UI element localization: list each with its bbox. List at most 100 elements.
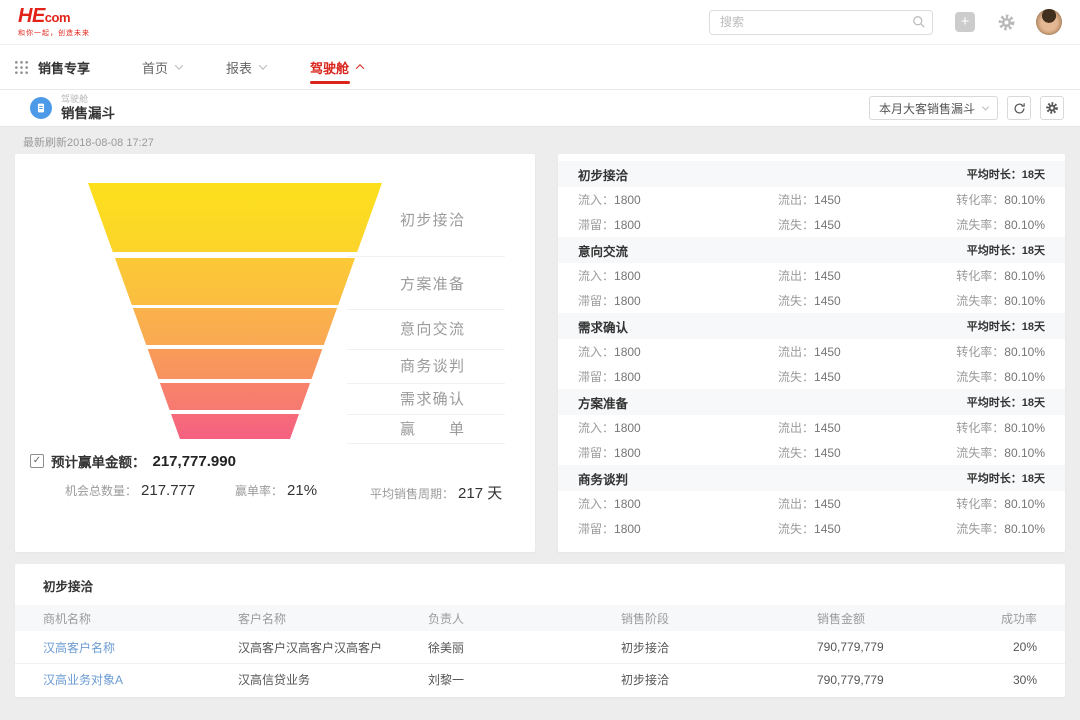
metric-label: 流失率： [956,369,1005,384]
cell-opportunity[interactable]: 汉高客户名称 [43,640,116,655]
estimate-label: 预计赢单金额： [51,455,146,470]
refresh-icon [1014,102,1025,114]
stage-metrics-row: 流入：1800 流出：1450 转化率：80.10% [558,339,1065,364]
cell-stage: 初步接洽 [621,673,670,687]
funnel-card: 初步接洽 方案准备 意向交流 商务谈判 需求确认 赢单 ✓ 预计赢单金额： 217,777… [15,154,535,552]
metric-lost: 流失：1450 [778,520,953,538]
workspace-switcher[interactable]: 销售专享 [14,58,90,77]
column-header: 客户名称 [238,611,287,626]
cell-customer: 汉高客户汉高客户汉高客户 [238,640,383,655]
funnel-stage-label: 初步接洽 [400,211,464,229]
metric-label: 流出： [778,496,815,511]
metric-value: 1800 [614,420,641,435]
metric-retained: 滞留：1800 [578,368,778,386]
column-header: 销售金额 [817,611,866,626]
apps-grid-icon [15,60,28,74]
metric-label: 流出： [778,192,815,207]
refresh-button[interactable] [1007,96,1031,120]
logo-tagline: 和你一起，创造未来 [18,29,90,37]
metric-conversion: 转化率：80.10% [953,191,1045,209]
stat-value: 217.777 [141,482,196,499]
stage-header: 初步接洽 平均时长：18天 [558,161,1065,187]
metric-value: 80.10% [1004,344,1045,359]
metric-outflow: 流出：1450 [778,343,953,361]
funnel-segment-2[interactable] [132,308,338,345]
metric-inflow: 流入：1800 [578,495,778,513]
checkbox-checked-icon[interactable]: ✓ [30,454,44,468]
metric-label: 流失： [778,445,815,460]
stage-metrics-card: 初步接洽 平均时长：18天 流入：1800 流出：1450 转化率：80.10% 滞留：1… [558,154,1065,552]
metric-outflow: 流出：1450 [778,191,953,209]
metric-conversion: 转化率：80.10% [953,419,1045,437]
search-input[interactable] [709,9,933,35]
stat-label: 机会总数量： [65,484,138,498]
metric-label: 流入： [578,268,615,283]
stat-value: 217 天 [458,485,503,502]
nav-item-home[interactable]: 首页 [142,45,184,90]
metric-label: 滞留： [578,521,615,536]
funnel-stat: 平均销售周期： 217 天 [370,482,502,503]
metric-lost: 流失：1450 [778,292,953,310]
metric-value: 1450 [814,192,841,207]
column-header: 商机名称 [43,611,92,626]
stage-metrics-row: 滞留：1800 流失：1450 流失率：80.10% [558,516,1065,541]
divider-line [347,309,505,310]
active-tab-underline [310,80,351,84]
metric-value: 80.10% [1004,192,1045,207]
cell-opportunity[interactable]: 汉高业务对象A [43,673,124,687]
dashboard-content: 最新刷新2018-08-08 17:27 初步接洽 方案准备 意向交流 商务谈判 需求确… [0,127,1080,719]
metric-value: 1800 [614,192,641,207]
funnel-segment-3[interactable] [147,349,323,379]
global-search [709,9,933,35]
metric-label: 流入： [578,496,615,511]
settings-gear-icon[interactable] [997,13,1016,32]
gear-icon [1046,102,1058,114]
nav-item-reports[interactable]: 报表 [226,45,268,90]
metric-label: 转化率： [956,268,1005,283]
metric-label: 转化率： [956,496,1005,511]
stat-label: 平均销售周期： [370,487,455,501]
page-title-bar: 驾驶舱 销售漏斗 本月大客销售漏斗 [0,90,1080,127]
metric-value: 1450 [814,521,841,536]
metric-inflow: 流入：1800 [578,419,778,437]
metric-label: 流失： [778,293,815,308]
app-logo[interactable]: HEcom 和你一起，创造未来 [18,6,90,38]
metric-value: 1800 [614,217,641,232]
funnel-segment-0[interactable] [88,183,382,252]
main-nav: 销售专享 首页 报表 驾驶舱 [0,45,1080,90]
metric-label: 流失： [778,217,815,232]
funnel-stage-label: 赢单 [400,420,464,438]
stage-avg-duration: 平均时长：18天 [966,245,1045,257]
nav-item-cockpit[interactable]: 驾驶舱 [310,45,365,90]
stage-section: 意向交流 平均时长：18天 流入：1800 流出：1450 转化率：80.10% 滞留：1… [558,237,1065,313]
metric-label: 流失： [778,369,815,384]
metric-inflow: 流入：1800 [578,343,778,361]
funnel-segment-1[interactable] [115,258,355,305]
nav-item-label: 驾驶舱 [310,60,350,76]
workspace-label: 销售专享 [38,60,91,76]
stage-name: 意向交流 [578,244,629,259]
cell-win_rate: 20% [1012,640,1037,654]
funnel-stage-label: 意向交流 [400,320,464,338]
metric-conversion: 转化率：80.10% [953,267,1045,285]
metric-value: 1800 [614,344,641,359]
table-header-row: 商机名称 客户名称 负责人 销售阶段 销售金额 成功率 [15,605,1065,631]
add-button[interactable]: + [955,12,975,32]
metric-label: 流出： [778,420,815,435]
metric-outflow: 流出：1450 [778,267,953,285]
column-header: 成功率 [1000,611,1037,626]
divider-line [347,256,505,257]
stage-metrics-row: 滞留：1800 流失：1450 流失率：80.10% [558,288,1065,313]
metric-lost: 流失：1450 [778,444,953,462]
funnel-selector-dropdown[interactable]: 本月大客销售漏斗 [868,96,998,120]
metric-label: 流出： [778,344,815,359]
funnel-segment-5[interactable] [171,414,299,439]
funnel-segment-4[interactable] [159,383,311,410]
opportunity-table-card: 初步接洽 商机名称 客户名称 负责人 销售阶段 销售金额 成功率 汉高客户名称 汉高客户汉高… [15,564,1065,697]
settings-button[interactable] [1040,96,1064,120]
metric-value: 80.10% [1004,521,1045,536]
funnel-stage-label: 商务谈判 [400,358,464,375]
cell-owner: 徐美丽 [428,640,465,655]
metric-value: 1450 [814,268,841,283]
user-avatar[interactable] [1036,9,1062,35]
